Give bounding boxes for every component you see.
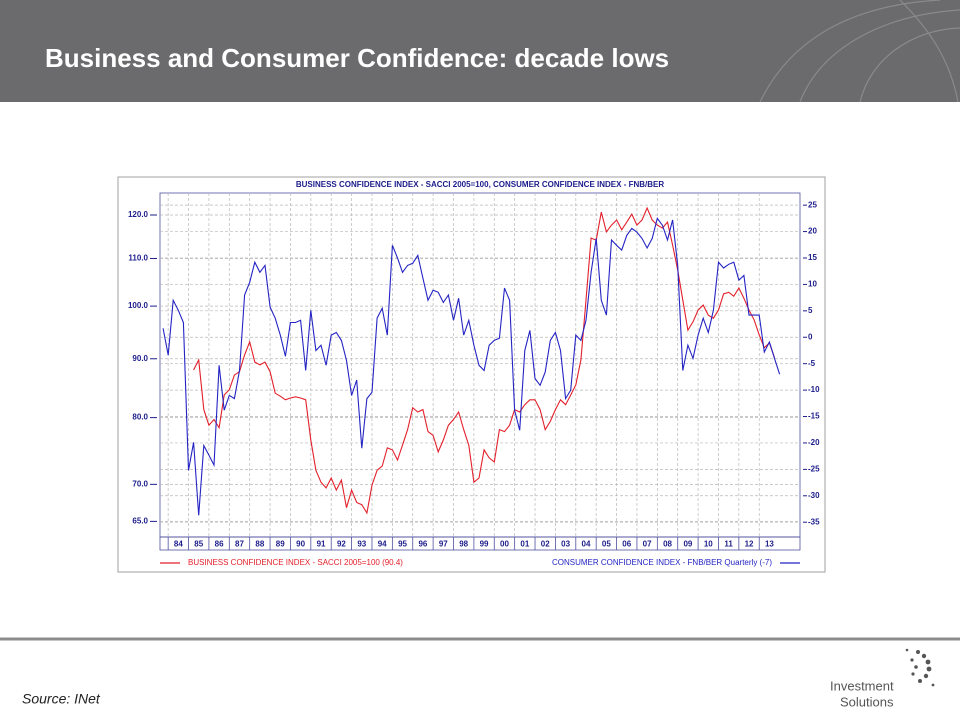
- y2-tick-label: 0: [808, 332, 813, 341]
- y2-tick-label: 15: [808, 253, 817, 262]
- y2-tick-label: -15: [808, 412, 820, 421]
- legend-label: CONSUMER CONFIDENCE INDEX - FNB/BER Quar…: [552, 558, 772, 567]
- x-tick-label: 11: [724, 540, 733, 549]
- y2-tick-label: 5: [808, 306, 813, 315]
- chart-title: BUSINESS CONFIDENCE INDEX - SACCI 2005=1…: [296, 180, 665, 189]
- x-tick-label: 05: [602, 540, 611, 549]
- x-tick-label: 93: [357, 540, 366, 549]
- x-tick-label: 87: [235, 540, 244, 549]
- x-tick-label: 09: [683, 540, 692, 549]
- x-tick-label: 94: [378, 540, 387, 549]
- logo-icon: [905, 648, 935, 687]
- y2-tick-label: -35: [808, 517, 820, 526]
- logo-text: Solutions: [840, 694, 894, 709]
- x-tick-label: 98: [459, 540, 468, 549]
- y-tick-label: 80.0: [132, 413, 148, 422]
- x-tick-label: 07: [643, 540, 652, 549]
- header-bar: [0, 0, 960, 102]
- series-line: [162, 217, 781, 516]
- x-tick-label: 95: [398, 540, 407, 549]
- x-tick-label: 01: [520, 540, 529, 549]
- plot-area: [159, 192, 801, 538]
- y2-tick-label: -30: [808, 491, 820, 500]
- x-tick-label: 88: [255, 540, 264, 549]
- y-tick-label: 65.0: [132, 516, 148, 525]
- x-tick-label: 08: [663, 540, 672, 549]
- y2-tick-label: -5: [808, 359, 816, 368]
- x-tick-label: 86: [215, 540, 224, 549]
- x-tick-label: 90: [296, 540, 305, 549]
- x-tick-label: 91: [317, 540, 326, 549]
- y2-tick-label: 20: [808, 227, 817, 236]
- x-tick-label: 92: [337, 540, 346, 549]
- y-tick-label: 110.0: [128, 254, 148, 263]
- slide-title: Business and Consumer Confidence: decade…: [45, 43, 669, 73]
- x-tick-label: 89: [276, 540, 285, 549]
- x-tick-label: 06: [622, 540, 631, 549]
- header-decoration: [759, 0, 960, 103]
- source-note: Source: INet: [22, 691, 101, 707]
- x-tick-label: 96: [418, 540, 427, 549]
- x-tick-label: 85: [194, 540, 203, 549]
- y2-tick-label: 25: [808, 200, 817, 209]
- y-tick-label: 120.0: [128, 210, 149, 219]
- legend-label: BUSINESS CONFIDENCE INDEX - SACCI 2005=1…: [188, 558, 403, 567]
- x-tick-label: 84: [174, 540, 183, 549]
- x-tick-label: 12: [745, 540, 754, 549]
- x-tick-label: 10: [704, 540, 713, 549]
- x-tick-label: 13: [765, 540, 774, 549]
- x-axis-band: [159, 536, 801, 551]
- y2-tick-label: -25: [808, 464, 820, 473]
- y-tick-label: 70.0: [132, 479, 148, 488]
- x-tick-label: 00: [500, 540, 509, 549]
- x-tick-label: 03: [561, 540, 570, 549]
- y2-tick-label: -20: [808, 438, 820, 447]
- x-tick-label: 02: [541, 540, 550, 549]
- x-tick-label: 97: [439, 540, 448, 549]
- y2-tick-label: -10: [808, 385, 820, 394]
- y-tick-label: 90.0: [132, 354, 148, 363]
- x-tick-label: 99: [480, 540, 489, 549]
- y2-tick-label: 10: [808, 280, 817, 289]
- logo-text: Investment: [830, 678, 894, 693]
- x-tick-label: 04: [582, 540, 591, 549]
- y-tick-label: 100.0: [128, 301, 149, 310]
